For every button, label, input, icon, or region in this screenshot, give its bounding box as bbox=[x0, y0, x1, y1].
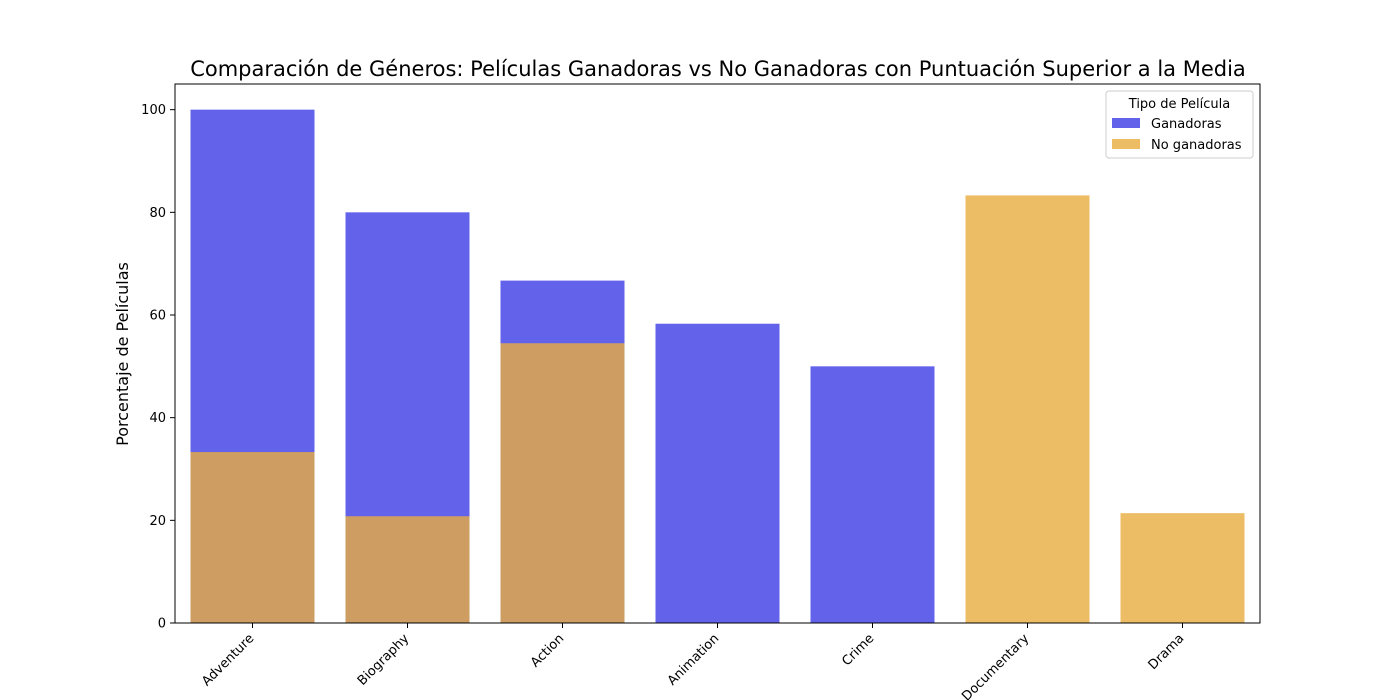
legend-swatch-no-ganadoras bbox=[1112, 139, 1140, 149]
legend-swatch-ganadoras bbox=[1112, 118, 1140, 128]
plot-frame bbox=[174, 83, 1261, 624]
bar-no-ganadoras-adventure bbox=[190, 452, 315, 623]
y-axis-label: Porcentaje de Películas bbox=[113, 262, 132, 446]
x-tick-label-action: Action bbox=[528, 631, 567, 670]
x-tick-label-documentary: Documentary bbox=[959, 631, 1032, 700]
bar-no-ganadoras-action bbox=[500, 343, 625, 623]
legend: Tipo de Película Ganadoras No ganadoras bbox=[1105, 90, 1254, 159]
y-tick-label: 100 bbox=[141, 103, 166, 118]
bar-no-ganadoras-drama bbox=[1120, 513, 1245, 623]
bar-no-ganadoras-documentary bbox=[965, 195, 1090, 624]
bars-group bbox=[190, 109, 1245, 624]
legend-title: Tipo de Película bbox=[1128, 97, 1230, 112]
y-axis: 0 20 40 60 80 100 bbox=[141, 103, 175, 632]
y-tick-label: 80 bbox=[149, 206, 166, 221]
legend-box bbox=[1105, 90, 1254, 159]
bar-no-ganadoras-biography bbox=[345, 516, 470, 623]
x-tick-label-animation: Animation bbox=[665, 631, 722, 688]
x-tick-label-adventure: Adventure bbox=[199, 631, 257, 689]
x-axis: Adventure Biography Action Animation Crime Do… bbox=[199, 623, 1187, 700]
chart-title: Comparación de Géneros: Películas Ganado… bbox=[190, 57, 1246, 81]
x-tick-label-drama: Drama bbox=[1146, 631, 1188, 673]
x-tick-label-crime: Crime bbox=[839, 631, 877, 669]
legend-label-no-ganadoras: No ganadoras bbox=[1151, 138, 1242, 153]
y-tick-label: 0 bbox=[158, 617, 166, 632]
bar-ganadoras-animation bbox=[655, 323, 780, 623]
y-tick-label: 60 bbox=[149, 309, 166, 324]
x-tick-label-biography: Biography bbox=[355, 631, 413, 689]
legend-label-ganadoras: Ganadoras bbox=[1151, 117, 1222, 132]
bar-ganadoras-crime bbox=[810, 366, 935, 623]
y-tick-label: 40 bbox=[149, 411, 166, 426]
y-tick-label: 20 bbox=[149, 514, 166, 529]
